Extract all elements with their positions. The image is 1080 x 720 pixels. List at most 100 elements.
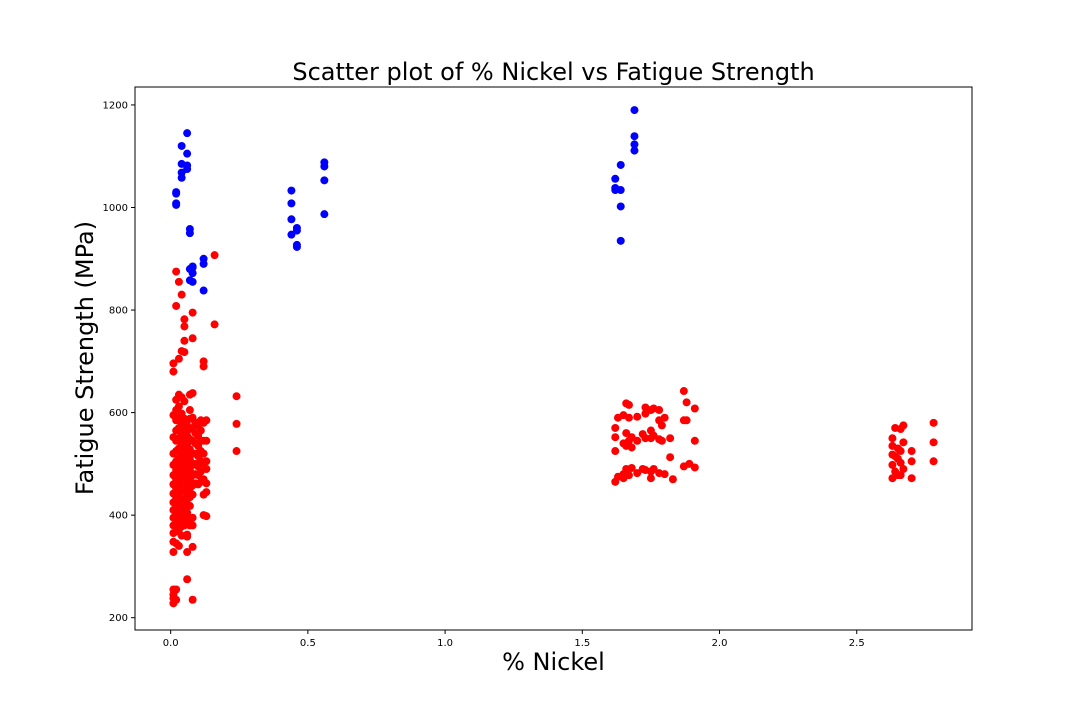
scatter-point: [630, 146, 639, 155]
scatter-point: [320, 210, 329, 219]
scatter-point: [202, 479, 211, 488]
scatter-point: [169, 359, 178, 368]
scatter-point: [668, 475, 677, 484]
scatter-point: [611, 433, 620, 442]
scatter-point: [174, 541, 183, 550]
scatter-point: [174, 277, 183, 286]
scatter-point: [202, 488, 211, 497]
scatter-point: [896, 458, 905, 467]
chart-title: Scatter plot of % Nickel vs Fatigue Stre…: [292, 58, 814, 86]
y-axis-label: Fatigue Strength (MPa): [71, 221, 99, 495]
y-tick-label: 1000: [103, 203, 128, 214]
scatter-point: [185, 501, 194, 510]
y-tick-label: 1200: [103, 100, 128, 111]
x-tick-label: 1.0: [437, 638, 453, 649]
scatter-point: [172, 301, 181, 310]
scatter-point: [899, 438, 908, 447]
scatter-point: [616, 186, 625, 195]
scatter-point: [899, 421, 908, 430]
scatter-point: [202, 465, 211, 473]
scatter-point: [177, 290, 186, 299]
scatter-point: [188, 334, 197, 343]
scatter-point: [320, 162, 329, 171]
scatter-point: [690, 463, 699, 472]
scatter-point: [287, 230, 296, 239]
scatter-point: [188, 277, 197, 286]
scatter-point: [622, 429, 631, 438]
scatter-point: [199, 286, 208, 295]
x-tick-label: 2.0: [712, 638, 728, 649]
scatter-point: [188, 308, 197, 317]
scatter-point: [183, 149, 192, 158]
scatter-point: [196, 426, 205, 435]
scatter-point: [292, 226, 301, 235]
x-tick-label: 0.5: [300, 638, 316, 649]
scatter-point: [690, 436, 699, 445]
scatter-point: [180, 322, 189, 331]
scatter-point: [896, 447, 905, 456]
x-tick-label: 0.0: [163, 638, 179, 649]
scatter-point: [188, 389, 197, 398]
scatter-point: [633, 469, 642, 478]
scatter-point: [188, 595, 197, 604]
scatter-point: [666, 434, 675, 443]
scatter-point: [627, 443, 636, 452]
scatter-point: [188, 490, 197, 499]
scatter-point: [611, 447, 620, 456]
scatter-point: [611, 423, 620, 432]
scatter-point: [611, 174, 620, 183]
scatter-point: [624, 471, 633, 480]
scatter-point: [624, 400, 633, 409]
scatter-point: [627, 463, 636, 472]
scatter-point: [185, 229, 194, 238]
scatter-point: [929, 418, 938, 427]
scatter-point: [633, 436, 642, 445]
scatter-point: [177, 141, 186, 150]
y-tick-label: 200: [109, 613, 128, 624]
scatter-point: [180, 315, 189, 324]
scatter-point: [682, 416, 691, 425]
scatter-point: [188, 521, 197, 530]
scatter-point: [172, 267, 181, 276]
scatter-point: [630, 140, 639, 149]
scatter-point: [183, 532, 192, 541]
scatter-point: [202, 416, 211, 425]
scatter-point: [210, 320, 219, 329]
scatter-point: [630, 132, 639, 141]
scatter-point: [183, 548, 192, 557]
scatter-point: [172, 189, 181, 198]
scatter-point: [180, 348, 189, 357]
points-layer: [169, 106, 938, 608]
scatter-point: [180, 414, 189, 423]
plot-frame: [134, 86, 973, 631]
scatter-point: [611, 186, 620, 195]
scatter-point: [188, 263, 197, 272]
scatter-point: [888, 434, 897, 443]
scatter-point: [907, 447, 916, 456]
ticks-layer: 0.0 0.5 1.0 1.5 2.0 2.5 200 400 600 800 1000 1200: [103, 100, 865, 649]
scatter-point: [180, 336, 189, 345]
x-axis-label: % Nickel: [502, 648, 605, 676]
scatter-point: [199, 362, 208, 371]
scatter-point: [232, 419, 241, 428]
scatter-point: [649, 465, 658, 473]
scatter-point: [630, 106, 639, 115]
scatter-point: [896, 471, 905, 480]
y-tick-label: 600: [109, 408, 128, 419]
scatter-point: [646, 474, 655, 483]
scatter-point: [202, 512, 211, 521]
scatter-point: [679, 387, 688, 396]
scatter-point: [657, 421, 666, 430]
scatter-point: [232, 447, 241, 456]
scatter-point: [199, 449, 208, 458]
y-tick-label: 400: [109, 511, 128, 522]
scatter-point: [929, 457, 938, 466]
scatter-point: [180, 397, 189, 406]
scatter-point: [907, 474, 916, 483]
scatter-point: [177, 173, 186, 182]
scatter-point: [666, 453, 675, 462]
scatter-point: [172, 585, 181, 594]
scatter-point: [657, 436, 666, 445]
scatter-point: [169, 367, 178, 376]
